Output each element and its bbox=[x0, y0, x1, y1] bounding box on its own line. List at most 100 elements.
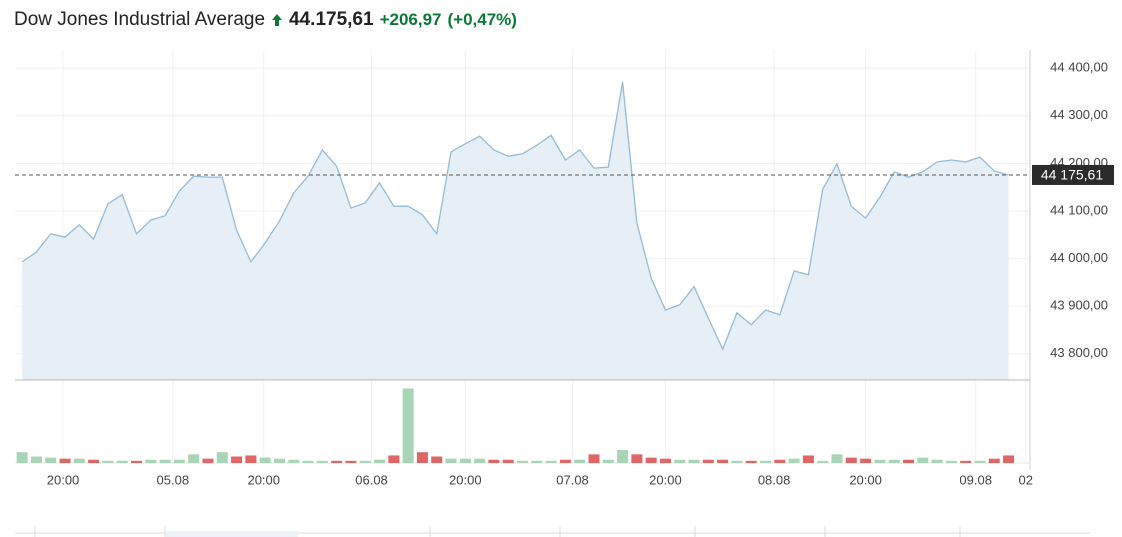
x-tick-label: 20:00 bbox=[47, 472, 80, 487]
volume-bar bbox=[202, 458, 214, 463]
volume-bar bbox=[502, 459, 514, 463]
volume-bar bbox=[831, 454, 843, 463]
volume-bar bbox=[474, 458, 486, 463]
volume-bar bbox=[674, 459, 686, 463]
volume-bar bbox=[159, 459, 171, 463]
x-tick-label: 07.08 bbox=[556, 472, 589, 487]
volume-bar bbox=[802, 455, 814, 463]
volume-bar bbox=[717, 459, 729, 463]
title: Dow Jones Industrial Average bbox=[14, 9, 266, 30]
y-tick-label: 43 900,00 bbox=[1050, 298, 1108, 313]
price-line bbox=[21, 81, 1009, 351]
change: +206,97 bbox=[379, 10, 442, 29]
volume-bar bbox=[888, 459, 900, 463]
volume-bar bbox=[588, 454, 600, 463]
volume-bar bbox=[388, 455, 400, 463]
volume-bar bbox=[30, 456, 42, 463]
volume-bar bbox=[931, 459, 943, 463]
volume-bar bbox=[960, 460, 972, 463]
volume-bar bbox=[145, 459, 157, 463]
volume-bar bbox=[216, 452, 228, 463]
volume-bar bbox=[459, 458, 471, 463]
header: Dow Jones Industrial Average 44.175,61 +… bbox=[14, 9, 517, 31]
tab-active bbox=[166, 531, 298, 537]
area bbox=[22, 81, 1009, 381]
y-tick-label: 44 100,00 bbox=[1050, 202, 1108, 217]
volume-bar bbox=[760, 460, 772, 463]
change-pct: (+0,47%) bbox=[447, 10, 517, 29]
volume-bar bbox=[273, 458, 285, 463]
volume-bar bbox=[559, 459, 571, 463]
volume-bar bbox=[488, 459, 500, 463]
volume-bar bbox=[316, 460, 328, 463]
volume-bar bbox=[688, 459, 700, 463]
last-price-box bbox=[1032, 164, 1114, 185]
volume-bar bbox=[345, 460, 357, 463]
y-tick-label: 44 400,00 bbox=[1050, 60, 1108, 75]
volume-bar bbox=[617, 450, 629, 463]
volume-bar bbox=[531, 460, 543, 463]
volume-bar bbox=[245, 455, 257, 463]
x-tick-label: 08.08 bbox=[758, 472, 791, 487]
volume-bar bbox=[259, 457, 271, 463]
volume-bar bbox=[860, 458, 872, 463]
x-tick-label: 05.08 bbox=[157, 472, 190, 487]
volume-bar bbox=[745, 460, 757, 463]
volume-bar bbox=[945, 460, 957, 463]
volume-bar bbox=[774, 459, 786, 463]
x-tick-label: 20:00 bbox=[649, 472, 682, 487]
volume-bar bbox=[402, 388, 414, 463]
volume-bar bbox=[131, 460, 143, 463]
volume-bar bbox=[631, 454, 643, 463]
volume-bar bbox=[445, 458, 457, 463]
volume-bar bbox=[731, 460, 743, 463]
volume-bar bbox=[302, 460, 314, 463]
volume-bar bbox=[974, 460, 986, 463]
up-arrow bbox=[272, 14, 283, 26]
volume-bar bbox=[73, 458, 85, 463]
volume-bar bbox=[645, 457, 657, 463]
volume-bar bbox=[902, 459, 914, 463]
volume-bar bbox=[231, 456, 243, 463]
volume-bar bbox=[16, 452, 28, 463]
last-price-label: 44 175,61 bbox=[1041, 167, 1103, 183]
volume-bar bbox=[45, 457, 57, 463]
volume-bar bbox=[88, 459, 100, 463]
volume-bar bbox=[788, 458, 800, 463]
volume-bar bbox=[374, 459, 386, 463]
volume-bar bbox=[331, 460, 343, 463]
volume-bar bbox=[917, 457, 929, 463]
y-tick-label: 43 800,00 bbox=[1050, 345, 1108, 360]
x-tick-label: 09.08 bbox=[959, 472, 992, 487]
x-tick-label: 02 bbox=[1018, 472, 1032, 487]
x-tick-label: 20:00 bbox=[849, 472, 882, 487]
volume-bar bbox=[116, 460, 128, 463]
volume-bar bbox=[874, 459, 886, 463]
volume-bar bbox=[102, 460, 114, 463]
volume-bar bbox=[59, 458, 71, 463]
volume-bar bbox=[431, 456, 443, 463]
volume-bar bbox=[574, 459, 586, 463]
volume-bar bbox=[845, 457, 857, 463]
volume-bar bbox=[359, 460, 371, 463]
volume-bar bbox=[188, 454, 200, 463]
volume-bar bbox=[288, 459, 300, 463]
x-tick-label: 20:00 bbox=[449, 472, 482, 487]
volume-bar bbox=[988, 458, 1000, 463]
volume-bar bbox=[817, 460, 829, 463]
volume-bar bbox=[702, 459, 714, 463]
volume-bar bbox=[416, 452, 428, 463]
volume-bar bbox=[602, 459, 614, 463]
price: 44.175,61 bbox=[289, 9, 374, 30]
volume-bar bbox=[1003, 455, 1015, 463]
y-tick-label: 44 300,00 bbox=[1050, 107, 1108, 122]
volume-bar bbox=[517, 460, 528, 463]
volume-bar bbox=[659, 458, 671, 463]
volume-bar bbox=[173, 459, 185, 463]
x-tick-label: 20:00 bbox=[247, 472, 280, 487]
y-tick-label: 44 000,00 bbox=[1050, 250, 1108, 265]
x-tick-label: 06.08 bbox=[355, 472, 388, 487]
volume-bar bbox=[545, 460, 557, 463]
